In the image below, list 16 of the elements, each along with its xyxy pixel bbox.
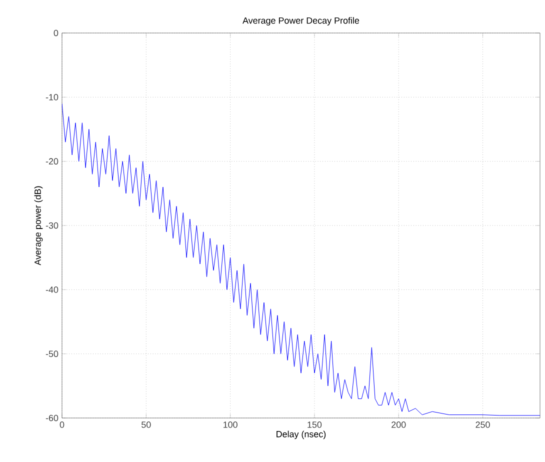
y-tick-label: -60	[46, 414, 58, 422]
x-tick-label: 150	[308, 422, 322, 428]
y-tick-label: -30	[46, 222, 58, 229]
x-axis-title: Delay (nsec)	[276, 430, 326, 440]
y-tick-label: -50	[46, 350, 58, 358]
y-axis-title: Average power (dB)	[34, 186, 43, 266]
x-tick-label: 250	[476, 422, 490, 428]
y-tick-label: -10	[46, 94, 58, 100]
y-tick-label: 0	[54, 30, 58, 36]
y-tick-label: -40	[46, 286, 58, 293]
y-tick-label: -20	[46, 158, 58, 165]
x-tick-label: 50	[142, 422, 151, 428]
x-tick-label: 0	[60, 422, 64, 428]
x-tick-label: 200	[392, 422, 406, 428]
chart-title: Average Power Decay Profile	[242, 17, 360, 26]
x-tick-label: 100	[224, 422, 238, 428]
